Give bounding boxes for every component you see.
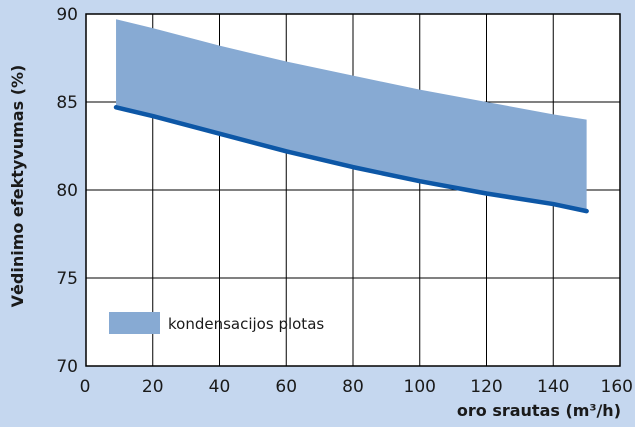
x-tick-label: 120: [470, 377, 502, 397]
band-layer: [116, 19, 587, 212]
y-tick-label: 80: [56, 181, 78, 201]
efficiency-line: [113, 105, 589, 214]
y-axis-title: Vėdinimo efektyvumas (%): [8, 65, 27, 308]
legend-swatch: [109, 312, 160, 334]
condensation-band: [116, 19, 587, 212]
y-tick-label: 85: [56, 93, 78, 113]
y-tick-label: 90: [56, 5, 78, 25]
x-tick-label: 80: [342, 377, 364, 397]
x-tick-label: 0: [80, 377, 91, 397]
legend: kondensacijos plotas: [109, 312, 324, 334]
plot-frame: [85, 13, 621, 367]
legend-label: kondensacijos plotas: [168, 315, 324, 333]
x-tick-label: 60: [275, 377, 297, 397]
x-tick-label: 140: [537, 377, 569, 397]
x-axis-title: oro srautas (m³/h): [457, 401, 621, 420]
line-layer: [113, 105, 589, 214]
x-tick-label: 100: [404, 377, 436, 397]
y-tick-label: 75: [56, 269, 78, 289]
x-tick-label: 160: [601, 377, 633, 397]
tick-labels: 70 75 80 85 90 0 20 40 60 80 100 120 140 160: [56, 5, 633, 397]
x-tick-label: 20: [142, 377, 164, 397]
y-tick-label: 70: [56, 357, 78, 377]
x-tick-label: 40: [209, 377, 231, 397]
